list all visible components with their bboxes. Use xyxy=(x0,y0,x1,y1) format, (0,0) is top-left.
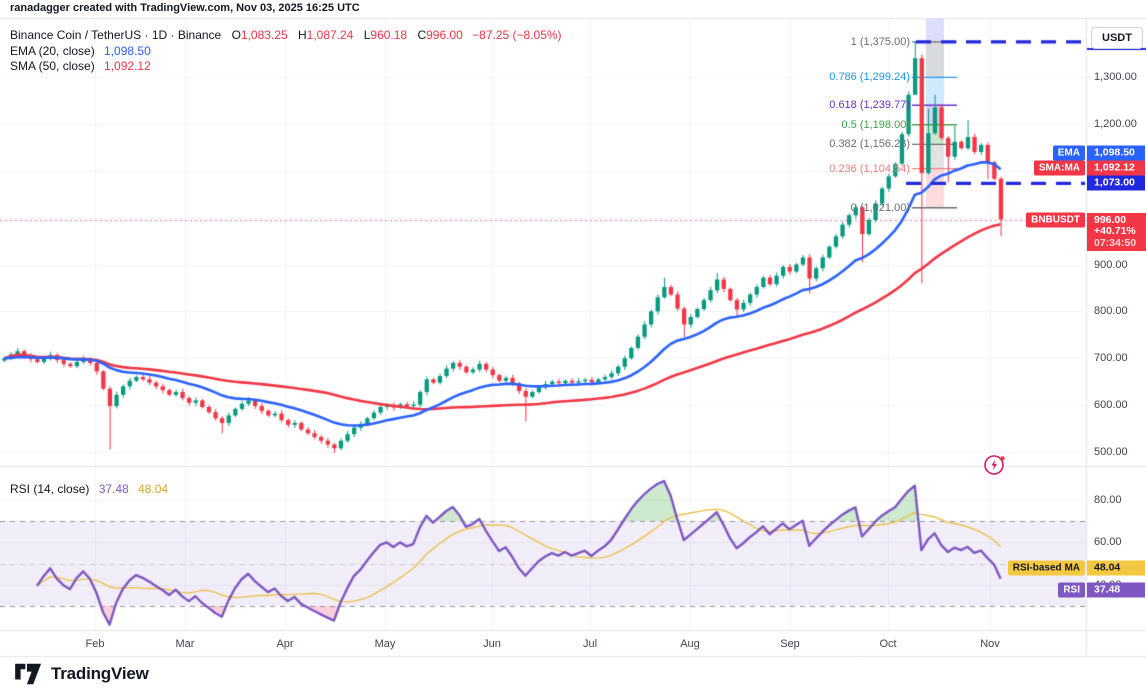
month-label: Oct xyxy=(879,638,897,650)
fib-level-label: 0 (1,021.00) xyxy=(850,201,910,214)
rsi-ma-value: 48.04 xyxy=(138,481,169,496)
ema-value: 1,098.50 xyxy=(104,43,151,58)
ema-side-tag: EMA xyxy=(1052,145,1085,161)
month-label: Jul xyxy=(582,638,598,650)
last-price-value: 996.00 xyxy=(1094,213,1127,226)
fib-level-label: 0.618 (1,239.77) xyxy=(829,99,910,112)
symbol-legend-row[interactable]: Binance Coin / TetherUS · 1D · Binance O… xyxy=(10,27,562,42)
symbol-side-tag: BNBUSDT xyxy=(1026,212,1085,227)
fib-level-label: 1 (1,375.00) xyxy=(850,35,910,48)
support-level-price-tag: 1,073.00 xyxy=(1087,175,1145,191)
rsi-ma-side-tag: RSI-based MA xyxy=(1007,560,1085,576)
tradingview-logo-text: TradingView xyxy=(51,664,149,683)
month-label: Sep xyxy=(780,638,800,650)
month-label: Jun xyxy=(483,638,501,650)
rsi-axis-label: 80.00 xyxy=(1094,493,1122,506)
price-axis-label: 1,200.00 xyxy=(1094,117,1137,130)
fib-level-label: 0.382 (1,156.23) xyxy=(829,138,910,151)
rsi-value-tag: 37.48 xyxy=(1087,582,1145,598)
sma-value: 1,092.12 xyxy=(104,58,151,73)
last-price-tag: 996.00 +40.71% 07:34:50 xyxy=(1087,212,1146,251)
month-label: Apr xyxy=(276,638,294,650)
ema-legend-row[interactable]: EMA (20, close) 1,098.50 xyxy=(10,43,151,58)
quick-trade-button[interactable] xyxy=(982,452,1008,483)
high-label: H xyxy=(297,27,307,42)
low-label: L xyxy=(363,27,371,42)
fib-level-label: 0.5 (1,198.00) xyxy=(841,118,911,131)
low-value: 960.18 xyxy=(370,27,408,42)
rsi-side-tag: RSI xyxy=(1058,582,1085,598)
currency-axis-button[interactable]: USDT xyxy=(1091,27,1143,49)
price-axis-label: 500.00 xyxy=(1094,446,1128,458)
bar-countdown: 07:34:50 xyxy=(1094,236,1137,249)
price-axis-label: 800.00 xyxy=(1094,305,1128,318)
change-value: −87.25 (−8.05%) xyxy=(472,27,562,42)
ema-name: EMA (20, close) xyxy=(10,43,95,58)
price-axis-label: 900.00 xyxy=(1094,258,1128,271)
open-label: O xyxy=(231,27,241,42)
fib-level-label: 0.786 (1,299.24) xyxy=(829,71,910,84)
price-axis-label: 700.00 xyxy=(1094,352,1128,365)
rsi-axis-label: 60.00 xyxy=(1094,536,1122,549)
sma-side-tag: SMA:MA xyxy=(1033,160,1085,176)
month-label: May xyxy=(374,638,396,650)
month-label: Nov xyxy=(980,638,1000,650)
rsi-ma-value-tag: 48.04 xyxy=(1087,560,1145,576)
month-label: Feb xyxy=(85,638,105,650)
notification-dot xyxy=(1000,456,1005,461)
open-value: 1,083.25 xyxy=(240,27,288,42)
price-axis-label: 1,300.00 xyxy=(1094,71,1137,83)
symbol-title: Binance Coin / TetherUS · 1D · Binance xyxy=(10,27,222,42)
month-label: Mar xyxy=(175,638,195,650)
tradingview-logo-icon xyxy=(15,663,42,685)
rsi-legend-row[interactable]: RSI (14, close) 37.48 48.04 xyxy=(10,481,168,496)
rsi-value: 37.48 xyxy=(98,481,129,496)
rsi-name: RSI (14, close) xyxy=(10,481,90,496)
fib-level-label: 0.236 (1,104.54) xyxy=(829,162,910,175)
close-label: C xyxy=(417,27,427,42)
lightning-icon xyxy=(984,455,1005,475)
high-value: 1,087.24 xyxy=(306,27,354,42)
sma-name: SMA (50, close) xyxy=(10,58,95,73)
sma-price-tag: 1,092.12 xyxy=(1087,160,1145,176)
sma-legend-row[interactable]: SMA (50, close) 1,092.12 xyxy=(10,58,151,73)
price-axis-label: 600.00 xyxy=(1094,399,1128,412)
month-label: Aug xyxy=(680,638,700,650)
last-price-change: +40.71% xyxy=(1094,225,1136,237)
tradingview-logo[interactable]: TradingView xyxy=(14,663,149,685)
close-value: 996.00 xyxy=(426,27,463,42)
ema-price-tag: 1,098.50 xyxy=(1087,145,1145,161)
